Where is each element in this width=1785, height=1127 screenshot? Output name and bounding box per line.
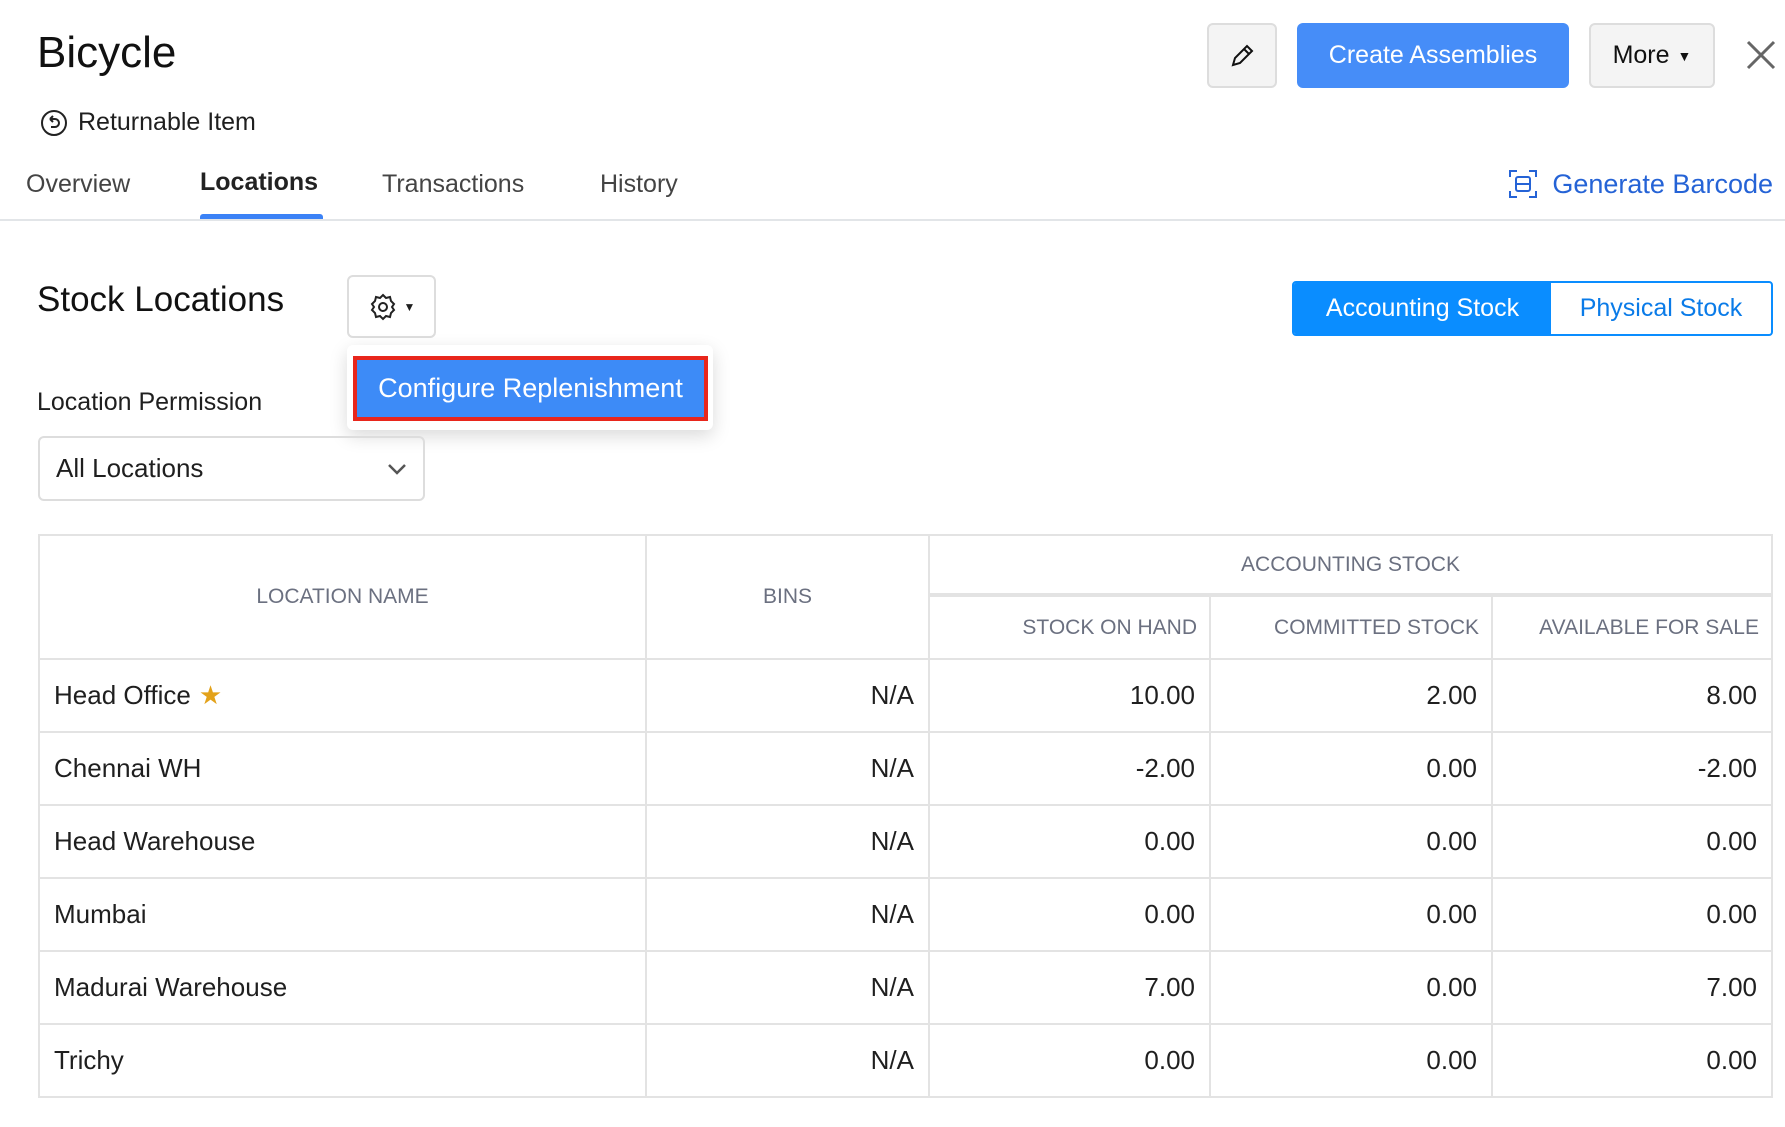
available-for-sale-cell: 8.00 [1491, 658, 1773, 733]
physical-stock-toggle[interactable]: Physical Stock [1579, 294, 1743, 322]
pencil-icon [1231, 44, 1254, 66]
barcode-scan-icon [1509, 170, 1538, 198]
stock-on-hand-cell: 0.00 [928, 804, 1211, 879]
header-accounting-stock: Accounting Stock [928, 534, 1773, 597]
location-name-cell: Mumbai [38, 877, 647, 952]
edit-button[interactable] [1207, 23, 1277, 88]
table-row: Head Warehouse N/A 0.00 0.00 0.00 [38, 804, 1773, 879]
tab-transactions[interactable]: Transactions [382, 170, 525, 198]
header-location-name: Location Name [38, 534, 647, 660]
returnable-label: Returnable Item [78, 108, 256, 136]
available-for-sale-cell: 0.00 [1491, 804, 1773, 879]
stock-on-hand-cell: 0.00 [928, 1023, 1211, 1098]
close-button[interactable] [1742, 36, 1780, 74]
active-tab-indicator [200, 214, 323, 220]
tab-history[interactable]: History [600, 170, 678, 198]
generate-barcode-label: Generate Barcode [1552, 168, 1773, 199]
available-for-sale-cell: 0.00 [1491, 1023, 1773, 1098]
section-title: Stock Locations [37, 280, 285, 319]
chevron-down-icon [388, 463, 406, 475]
bins-cell: N/A [645, 1023, 930, 1098]
location-name-cell: Madurai Warehouse [38, 950, 647, 1025]
header-bins: Bins [645, 534, 930, 660]
location-name-cell: Head Office ★ [38, 658, 647, 733]
tab-overview[interactable]: Overview [26, 170, 131, 198]
caret-down-icon: ▼ [403, 299, 416, 314]
header-available-for-sale: Available For Sale [1491, 594, 1773, 660]
tabs-divider [0, 219, 1785, 221]
return-icon [41, 109, 67, 136]
table-row: Head Office ★ N/A 10.00 2.00 8.00 [38, 658, 1773, 733]
configure-replenishment-menu-item[interactable]: Configure Replenishment [353, 356, 708, 421]
location-name: Head Office [54, 680, 191, 710]
table-row: Mumbai N/A 0.00 0.00 0.00 [38, 877, 1773, 952]
location-name: Trichy [54, 1045, 124, 1075]
select-value: All Locations [56, 453, 204, 483]
committed-stock-cell: 0.00 [1209, 804, 1493, 879]
location-permission-select[interactable]: All Locations [38, 436, 425, 501]
bins-cell: N/A [645, 804, 930, 879]
close-icon [1746, 40, 1776, 70]
stock-on-hand-cell: 10.00 [928, 658, 1211, 733]
location-name-cell: Chennai WH [38, 731, 647, 806]
returnable-badge: Returnable Item [40, 108, 256, 137]
stock-on-hand-cell: 0.00 [928, 877, 1211, 952]
generate-barcode-link[interactable]: Generate Barcode [1508, 168, 1773, 200]
header-stock-on-hand: Stock On Hand [928, 594, 1211, 660]
tab-locations[interactable]: Locations [200, 168, 319, 196]
committed-stock-cell: 0.00 [1209, 1023, 1493, 1098]
bins-cell: N/A [645, 658, 930, 733]
settings-dropdown-button[interactable]: ▼ [347, 275, 436, 338]
more-button[interactable]: More ▼ [1589, 23, 1715, 88]
available-for-sale-cell: -2.00 [1491, 731, 1773, 806]
location-name-cell: Head Warehouse [38, 804, 647, 879]
available-for-sale-cell: 0.00 [1491, 877, 1773, 952]
header-committed-stock: Committed Stock [1209, 594, 1493, 660]
table-row: Trichy N/A 0.00 0.00 0.00 [38, 1023, 1773, 1098]
committed-stock-cell: 0.00 [1209, 877, 1493, 952]
bins-cell: N/A [645, 731, 930, 806]
caret-down-icon: ▼ [1677, 47, 1692, 64]
settings-dropdown-menu: Configure Replenishment [347, 345, 713, 430]
more-label: More [1612, 41, 1670, 69]
committed-stock-cell: 2.00 [1209, 658, 1493, 733]
stock-type-toggle: Accounting Stock Physical Stock [1292, 281, 1773, 336]
create-assemblies-button[interactable]: Create Assemblies [1297, 23, 1569, 88]
location-name: Chennai WH [54, 753, 202, 783]
gear-icon [370, 293, 395, 320]
table-row: Chennai WH N/A -2.00 0.00 -2.00 [38, 731, 1773, 806]
available-for-sale-cell: 7.00 [1491, 950, 1773, 1025]
location-name: Mumbai [54, 899, 147, 929]
location-permission-label: Location Permission [37, 388, 263, 416]
accounting-stock-toggle[interactable]: Accounting Stock [1294, 283, 1551, 334]
star-icon: ★ [198, 680, 223, 710]
location-name: Head Warehouse [54, 826, 256, 856]
location-name-cell: Trichy [38, 1023, 647, 1098]
table-row: Madurai Warehouse N/A 7.00 0.00 7.00 [38, 950, 1773, 1025]
stock-locations-table: Location Name Bins Accounting Stock Stoc… [38, 534, 1773, 1098]
location-name: Madurai Warehouse [54, 972, 288, 1002]
bins-cell: N/A [645, 877, 930, 952]
bins-cell: N/A [645, 950, 930, 1025]
item-title: Bicycle [37, 28, 177, 77]
committed-stock-cell: 0.00 [1209, 731, 1493, 806]
committed-stock-cell: 0.00 [1209, 950, 1493, 1025]
stock-on-hand-cell: 7.00 [928, 950, 1211, 1025]
stock-on-hand-cell: -2.00 [928, 731, 1211, 806]
